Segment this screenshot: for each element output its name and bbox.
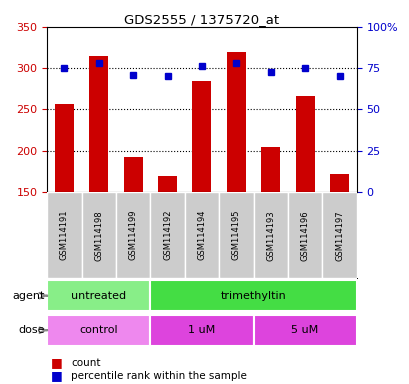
Text: 5 uM: 5 uM [291,325,318,335]
Text: GSM114192: GSM114192 [163,210,172,260]
Text: GSM114193: GSM114193 [265,210,274,260]
Bar [47,280,150,311]
Bar [55,104,74,192]
Text: untreated: untreated [71,291,126,301]
Bar [192,81,211,192]
Bar [150,315,253,346]
Bar [158,176,177,192]
Bar [253,315,356,346]
Bar [226,52,245,192]
Bar [253,192,287,278]
Text: dose: dose [18,325,45,335]
Bar [184,192,218,278]
Bar [81,192,116,278]
Bar [287,192,321,278]
Title: GDS2555 / 1375720_at: GDS2555 / 1375720_at [124,13,279,26]
Text: GSM114194: GSM114194 [197,210,206,260]
Text: ■: ■ [51,369,63,382]
Text: count: count [71,358,100,368]
Bar [89,56,108,192]
Text: ■: ■ [51,356,63,369]
Bar [47,315,150,346]
Text: GSM114198: GSM114198 [94,210,103,260]
Text: GSM114197: GSM114197 [334,210,343,260]
Text: GSM114195: GSM114195 [231,210,240,260]
Bar [329,174,348,192]
Bar [321,192,356,278]
Bar [218,192,253,278]
Bar [150,280,356,311]
Text: control: control [79,325,118,335]
Bar [124,157,142,192]
Text: GSM114196: GSM114196 [300,210,309,260]
Text: 1 uM: 1 uM [188,325,215,335]
Text: trimethyltin: trimethyltin [220,291,286,301]
Text: GSM114191: GSM114191 [60,210,69,260]
Bar [47,192,81,278]
Text: percentile rank within the sample: percentile rank within the sample [71,371,246,381]
Bar [116,192,150,278]
Text: agent: agent [13,291,45,301]
Text: GSM114199: GSM114199 [128,210,137,260]
Bar [261,147,279,192]
Bar [295,96,314,192]
Bar [150,192,184,278]
